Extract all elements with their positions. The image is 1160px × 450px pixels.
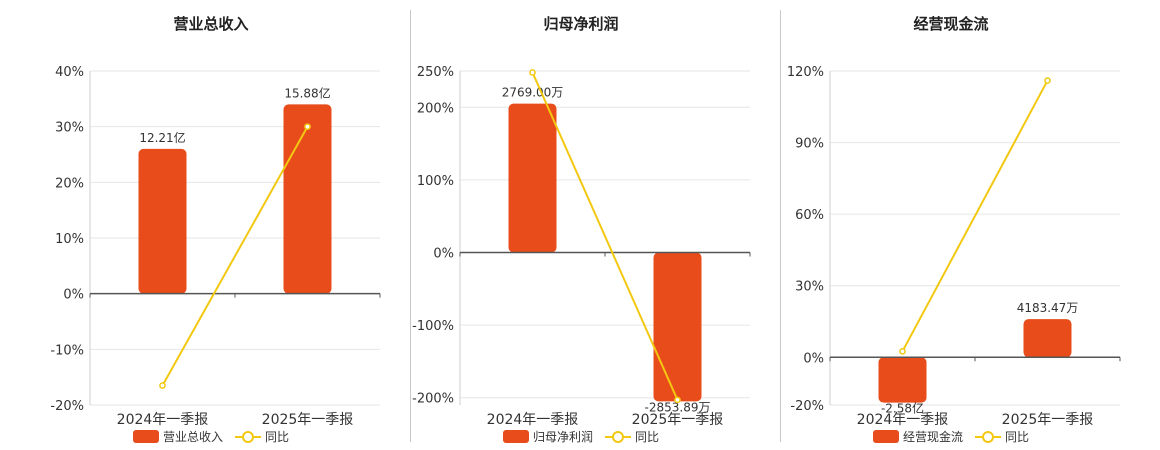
- chart-title: 经营现金流: [913, 15, 989, 33]
- data-label: 12.21亿: [139, 130, 185, 145]
- yoy-point: [304, 123, 311, 131]
- y-tick-label: 30%: [55, 121, 84, 136]
- bar: [508, 103, 557, 253]
- x-tick-label: 2025年一季报: [262, 412, 354, 428]
- y-tick-label: 40%: [55, 65, 84, 80]
- legend-item-bar[interactable]: 营业总收入: [132, 428, 223, 445]
- y-tick-label: 200%: [417, 101, 454, 116]
- legend-item-line[interactable]: 同比: [235, 428, 289, 445]
- cash-flow-chart: 120% 90% 60% 30% 0% -20% -2.58亿 4183.47万 2024年一季…: [787, 65, 1121, 428]
- chart-panel-cash-flow: 经营现金流 120% 90% 60% 30% 0% -20% -2.58亿 4183.47万 2…: [766, 0, 1136, 450]
- panel-divider: [410, 10, 411, 442]
- y-tick-label: -100%: [412, 319, 454, 334]
- revenue-chart: 40% 30% 20% 10% 0% -10% -20% 12.21亿 15.88亿 2024年一…: [50, 65, 381, 428]
- data-label: -2.58亿: [881, 401, 924, 416]
- y-tick-label: -20%: [50, 399, 84, 414]
- bar: [1023, 319, 1072, 358]
- y-tick-label: 90%: [795, 137, 824, 152]
- y-tick-label: 20%: [55, 176, 84, 191]
- legend-line-swatch: [605, 430, 631, 443]
- x-tick-label: 2024年一季报: [857, 412, 949, 428]
- data-label: -2853.89万: [645, 400, 711, 414]
- chart-panel-net-profit: 归母净利润 250% 200% 100% 0% -100% -200% 2769.00万 -2…: [396, 0, 766, 450]
- y-tick-label: -10%: [50, 343, 84, 358]
- legend-item-bar[interactable]: 经营现金流: [872, 428, 963, 445]
- y-tick-label: 120%: [787, 65, 824, 80]
- yoy-point: [899, 347, 906, 355]
- y-tick-label: 0%: [433, 247, 454, 262]
- chart-title: 营业总收入: [173, 15, 249, 33]
- legend-bar-swatch: [502, 429, 529, 443]
- chart-legend: 归母净利润 同比: [396, 427, 766, 445]
- legend-label: 归母净利润: [532, 429, 593, 444]
- y-tick-label: 0%: [63, 288, 84, 303]
- x-tick-label: 2025年一季报: [632, 412, 724, 428]
- net-profit-chart: 250% 200% 100% 0% -100% -200% 2769.00万 -2853.89…: [412, 65, 751, 428]
- yoy-point: [159, 382, 166, 389]
- chart-panel-revenue: 营业总收入 40% 30% 20% 10% 0% -10% -20% 12.21亿 15.88亿…: [26, 0, 396, 450]
- chart-legend: 经营现金流 同比: [766, 427, 1136, 445]
- y-tick-label: 60%: [795, 208, 824, 223]
- bar: [653, 252, 702, 402]
- y-tick-label: 100%: [417, 174, 454, 189]
- yoy-point: [529, 69, 536, 76]
- y-tick-label: -200%: [412, 392, 454, 407]
- legend-label: 经营现金流: [902, 429, 963, 444]
- legend-bar-swatch: [872, 429, 899, 443]
- yoy-point: [1044, 77, 1051, 84]
- y-tick-label: -20%: [790, 399, 824, 414]
- bar: [878, 357, 927, 403]
- x-tick-label: 2025年一季报: [1002, 412, 1094, 428]
- y-tick-label: 0%: [803, 351, 824, 366]
- panel-divider: [780, 10, 781, 442]
- y-tick-label: 10%: [55, 232, 84, 247]
- legend-item-bar[interactable]: 归母净利润: [502, 428, 593, 445]
- data-label: 4183.47万: [1017, 301, 1079, 315]
- y-tick-label: 250%: [417, 65, 454, 80]
- yoy-line: [161, 126, 309, 387]
- x-tick-label: 2024年一季报: [117, 412, 209, 428]
- data-label: 15.88亿: [284, 85, 330, 100]
- yoy-line: [901, 80, 1049, 352]
- legend-bar-swatch: [132, 429, 159, 443]
- chart-title: 归母净利润: [543, 15, 619, 33]
- legend-item-line[interactable]: 同比: [605, 428, 659, 445]
- bar: [138, 148, 187, 294]
- legend-line-swatch: [975, 430, 1001, 443]
- legend-label: 营业总收入: [162, 429, 223, 444]
- legend-item-line[interactable]: 同比: [975, 428, 1029, 445]
- x-tick-label: 2024年一季报: [487, 412, 579, 428]
- data-label: 2769.00万: [502, 86, 564, 100]
- y-tick-label: 30%: [795, 280, 824, 295]
- legend-line-swatch: [235, 430, 261, 443]
- yoy-line: [531, 72, 679, 401]
- bar: [283, 104, 332, 294]
- chart-legend: 营业总收入 同比: [26, 427, 396, 445]
- legend-label: 同比: [635, 429, 660, 444]
- legend-label: 同比: [1005, 429, 1030, 444]
- legend-label: 同比: [265, 429, 290, 444]
- yoy-point: [674, 396, 681, 404]
